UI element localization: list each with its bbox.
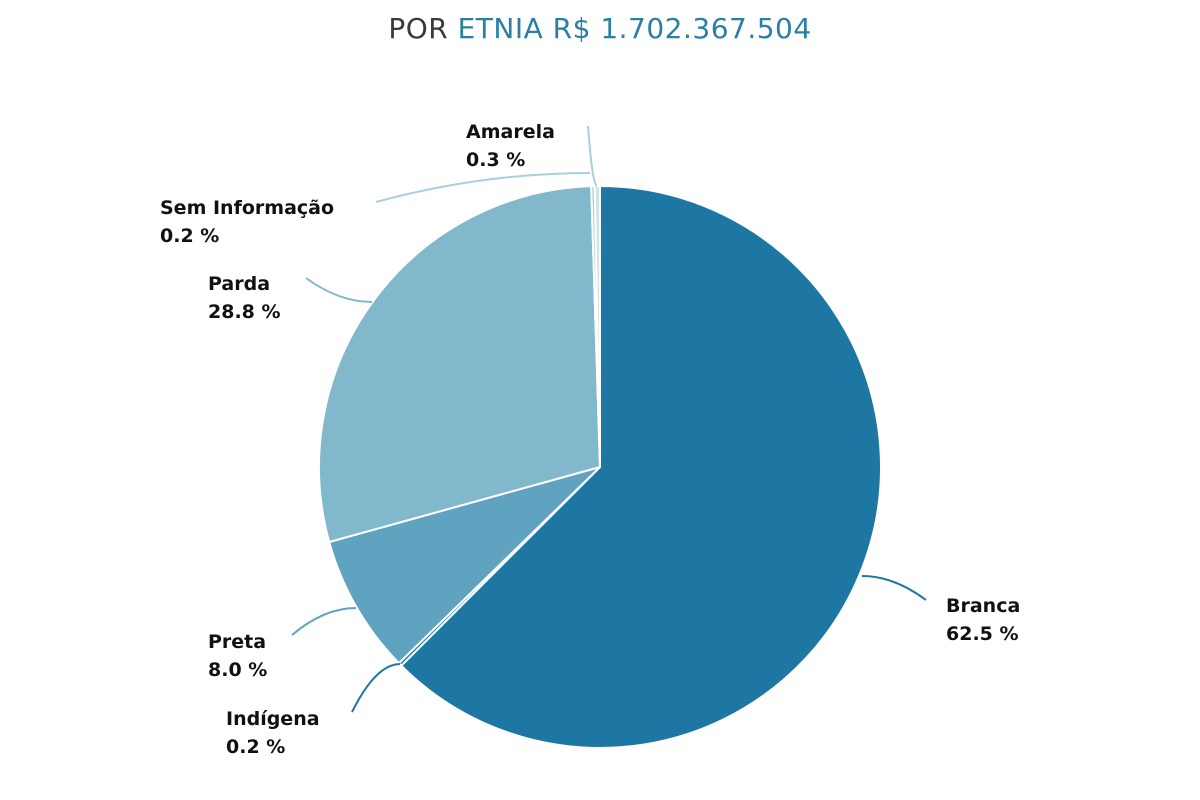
pie-slice-branca[interactable]: [399, 184, 882, 749]
slice-value-preta: 8.0 %: [208, 659, 267, 681]
slice-label-branca: Branca: [946, 595, 1020, 617]
slice-label-preta: Preta: [208, 631, 266, 653]
chart-title-accent: ETNIA R$ 1.702.367.504: [457, 12, 812, 45]
pie-slice-preta[interactable]: [327, 466, 601, 665]
leader-line-parda: [305, 277, 373, 303]
leader-line-amarela: [587, 125, 598, 187]
slice-label-amarela: Amarela: [466, 121, 555, 143]
chart-title: POR ETNIA R$ 1.702.367.504: [0, 12, 1200, 45]
slice-label-sem-informacao: Sem Informação: [160, 197, 334, 219]
pie-slice-parda[interactable]: [318, 185, 602, 544]
leader-line-branca: [861, 575, 927, 601]
leader-line-indigena: [351, 663, 401, 713]
slice-label-indigena: Indígena: [226, 708, 320, 730]
slice-value-indigena: 0.2 %: [226, 736, 285, 758]
chart-title-prefix: POR: [388, 12, 449, 45]
slice-label-parda: Parda: [208, 273, 270, 295]
leader-line-preta: [291, 607, 357, 636]
slice-value-amarela: 0.3 %: [466, 149, 525, 171]
slice-value-parda: 28.8 %: [208, 301, 281, 323]
slice-value-sem-informacao: 0.2 %: [160, 225, 219, 247]
leader-line-sem-informacao: [375, 172, 591, 203]
slice-value-branca: 62.5 %: [946, 623, 1019, 645]
pie-slice-amarela[interactable]: [593, 184, 601, 468]
